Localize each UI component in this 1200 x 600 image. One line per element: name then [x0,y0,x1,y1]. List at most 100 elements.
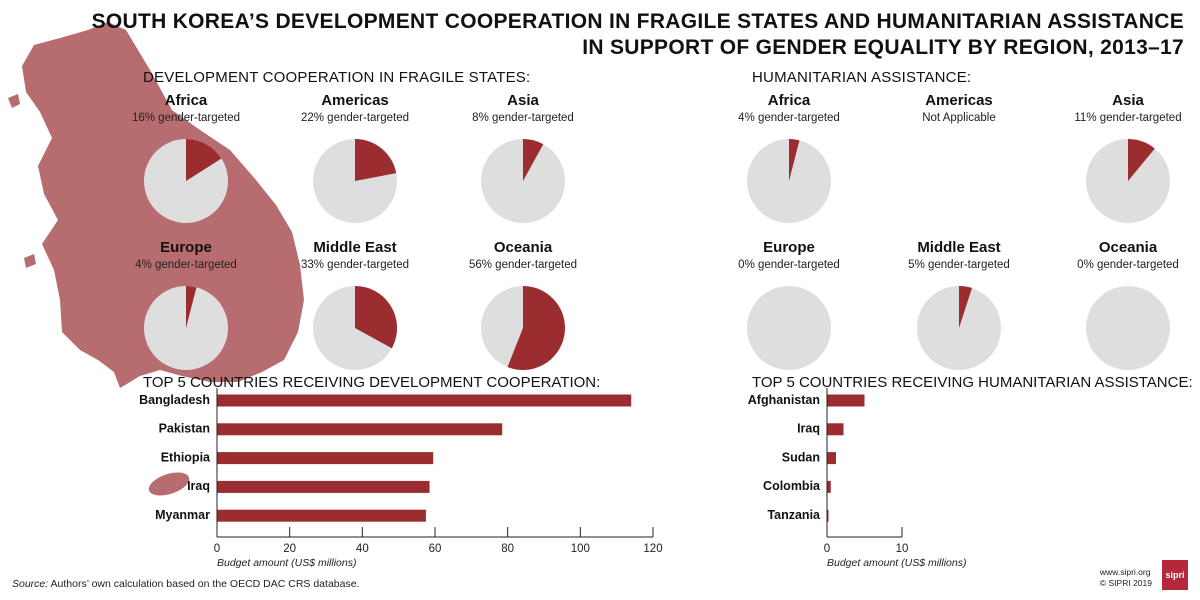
bar-chart-title: TOP 5 COUNTRIES RECEIVING DEVELOPMENT CO… [143,374,600,391]
bar-chart-title: TOP 5 COUNTRIES RECEIVING HUMANITARIAN A… [752,374,1193,391]
bar-category-label: Afghanistan [748,393,820,407]
pie-gender-label: 16% gender-targeted [131,112,241,124]
bar-category-label: Myanmar [155,508,210,522]
pie-gender-targeted-slice [355,139,397,181]
x-tick-label: 100 [571,543,590,555]
pie-chart [1086,286,1170,370]
sipri-logo: sipri [1162,560,1188,590]
website-url[interactable]: www.sipri.org [1099,567,1151,577]
pie-region-name: Asia [507,92,539,109]
chart-title-line-2: IN SUPPORT OF GENDER EQUALITY BY REGION,… [582,36,1184,59]
bar-category-label: Iraq [797,422,820,436]
hum-pie-americas: Americas Not Applicable [884,92,1034,126]
bar-category-label: Bangladesh [139,393,210,407]
x-tick-label: 120 [643,543,662,555]
bar [217,452,434,465]
dev-bar-chart: TOP 5 COUNTRIES RECEIVING DEVELOPMENT CO… [139,374,662,569]
hum-pie-oceania: Oceania 0% gender-targeted [1053,239,1200,371]
chart-title-line-1: SOUTH KOREA’S DEVELOPMENT COOPERATION IN… [91,10,1184,33]
pie-gender-label: 33% gender-targeted [300,259,410,271]
x-tick-label: 20 [283,543,296,555]
bar-category-label: Ethiopia [161,450,211,464]
dev-pie-americas: Americas 22% gender-targeted [280,92,430,224]
pie-chart [481,286,565,370]
pie-chart [481,139,565,223]
bar [217,509,426,522]
pie-gender-targeted-slice [789,139,800,181]
bar [827,394,865,407]
pie-gender-targeted-slice [523,139,544,181]
pie-base-slice [1086,286,1170,370]
pie-gender-label: 8% gender-targeted [472,112,574,124]
x-axis-label: Budget amount (US$ millions) [827,557,966,569]
dev-pie-africa: Africa 16% gender-targeted [111,92,261,224]
bar-category-label: Sudan [782,450,820,464]
bar-category-label: Pakistan [159,422,210,436]
pie-chart [1086,139,1170,223]
pie-region-name: Oceania [493,239,553,256]
bar [827,509,829,522]
hum-bar-chart: TOP 5 COUNTRIES RECEIVING HUMANITARIAN A… [748,374,1193,569]
pie-gender-targeted-slice [507,286,565,370]
source-text: Authors’ own calculation based on the OE… [48,578,360,590]
pie-gender-targeted-slice [959,286,972,328]
pie-region-name: Africa [164,92,208,109]
bar [217,480,430,493]
x-axis-label: Budget amount (US$ millions) [217,557,356,569]
pie-gender-label: 4% gender-targeted [738,112,840,124]
x-tick-label: 80 [501,543,514,555]
pie-gender-targeted-slice [1128,139,1155,181]
hum-pie-asia: Asia 11% gender-targeted [1053,92,1200,224]
dev-pie-middle-east: Middle East 33% gender-targeted [280,239,430,371]
pie-region-name: Europe [763,239,815,256]
korea-map-islet-north [8,94,20,108]
pie-base-slice [747,286,831,370]
bar-category-label: Iraq [187,479,210,493]
bar-category-label: Tanzania [767,508,821,522]
korea-map-jeju-island [148,472,190,496]
dev-pie-oceania: Oceania 56% gender-targeted [448,239,598,371]
pie-chart [313,139,397,223]
pie-gender-label: Not Applicable [922,112,996,124]
footer-credits: www.sipri.org © SIPRI 2019 [1100,567,1152,589]
pie-region-name: Americas [925,92,993,109]
korea-map-islet-west [24,254,36,268]
bar-category-label: Colombia [763,479,821,493]
pie-gender-label: 4% gender-targeted [135,259,237,271]
dev-pie-europe: Europe 4% gender-targeted [111,239,261,371]
pie-region-name: Middle East [313,239,397,256]
pie-gender-label: 0% gender-targeted [1077,259,1179,271]
bar [827,480,831,493]
x-tick-label: 0 [214,543,220,555]
dev-section-title: DEVELOPMENT COOPERATION IN FRAGILE STATE… [143,69,531,86]
pie-region-name: Africa [767,92,811,109]
hum-section-title: HUMANITARIAN ASSISTANCE: [752,69,972,86]
hum-pie-middle-east: Middle East 5% gender-targeted [884,239,1034,371]
bar [217,423,503,436]
dev-pie-asia: Asia 8% gender-targeted [448,92,598,224]
hum-pie-africa: Africa 4% gender-targeted [714,92,864,224]
copyright-text: © SIPRI 2019 [1099,578,1152,588]
x-tick-label: 40 [356,543,369,555]
pie-chart [144,139,228,223]
pie-region-name: Middle East [917,239,1001,256]
pie-gender-label: 22% gender-targeted [300,112,410,124]
pie-gender-label: 11% gender-targeted [1074,112,1182,124]
source-note: Source: Authors’ own calculation based o… [12,578,359,590]
pie-chart [747,139,831,223]
hum-pie-europe: Europe 0% gender-targeted [714,239,864,371]
pie-region-name: Asia [1112,92,1144,109]
x-tick-label: 60 [429,543,442,555]
pie-chart [144,286,228,370]
source-label: Source: [12,578,49,590]
bar [827,423,844,436]
pie-gender-label: 0% gender-targeted [738,259,840,271]
pie-region-name: Europe [160,239,212,256]
pie-gender-targeted-slice [186,139,222,181]
pie-region-name: Oceania [1098,239,1158,256]
x-tick-label: 0 [824,543,830,555]
pie-gender-targeted-slice [186,286,197,328]
pie-region-name: Americas [321,92,389,109]
bar [827,452,836,465]
x-tick-label: 10 [896,543,909,555]
